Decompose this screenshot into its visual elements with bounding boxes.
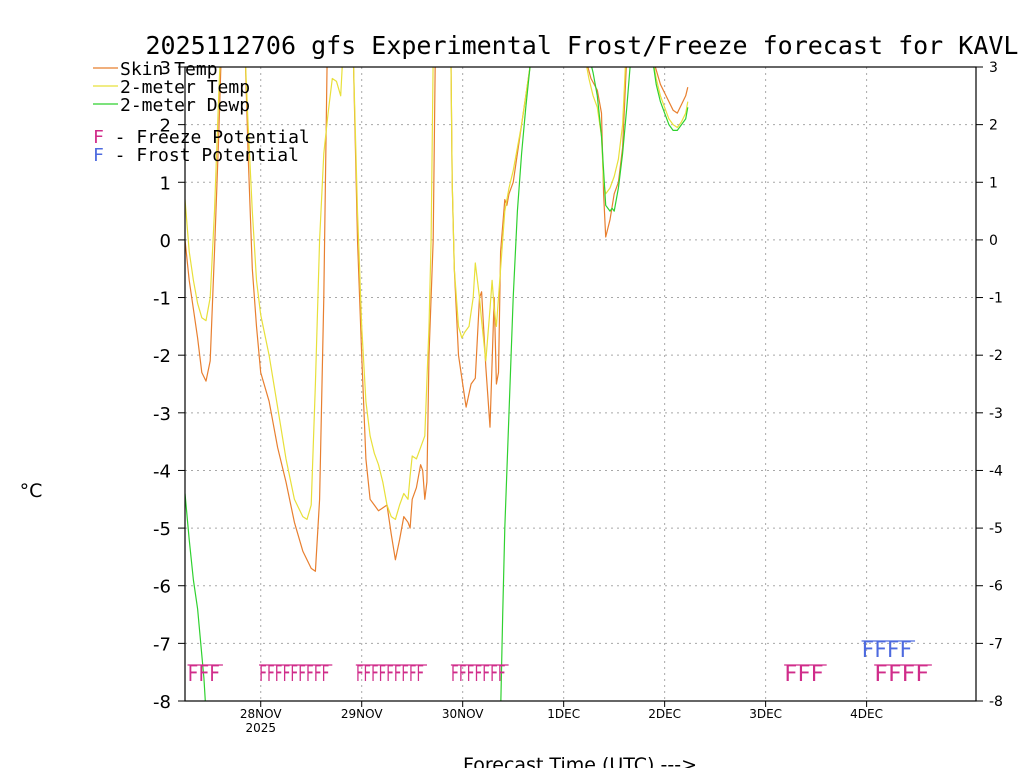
plot-frame [184,66,977,702]
y-tick-label-left: 2 [160,116,171,137]
x-tick-label: 1DEC [547,707,580,721]
y-tick-label-right: -1 [989,291,1003,307]
freeze-marker: FFFFFFFFF [356,662,424,687]
freeze-marker: FFFF [874,662,929,687]
series-lines [185,67,689,701]
y-tick-label-left: -8 [153,692,171,713]
y-axis-ticks: -8 -8 -7 -7 -6 -6 -5 -5 -4 -4 -3 -3 -2 -2 -1 -1 0 0 1 1 2 2 3 3 [153,58,1003,713]
chart-title: 2025112706 gfs Experimental Frost/Freeze… [146,31,1019,60]
y-tick-label-right: 0 [989,233,998,249]
y-axis-label: °C [20,480,43,502]
y-tick-label-right: 1 [989,175,998,191]
freeze-marker: FFF [784,662,824,687]
y-tick-label-left: 3 [160,58,171,79]
legend-label: F - Freeze Potential [93,127,310,148]
x-tick-label: 2DEC [648,707,681,721]
y-tick-label-right: -3 [989,406,1003,422]
y-tick-label-left: -1 [153,289,171,310]
legend-letter: F [93,127,104,148]
freeze-marker: FFFFFFF [451,662,506,687]
x-tick-label: 30NOV [442,707,484,721]
x-tick-sublabel: 2025 [245,721,276,735]
y-tick-label-left: -7 [153,634,171,655]
x-tick-label: 28NOV [240,707,282,721]
freeze-marker: FFFFFFFFF [259,662,329,687]
y-tick-label-right: 2 [989,118,998,134]
y-tick-label-right: -7 [989,636,1003,652]
legend-label: Skin Temp [120,59,218,80]
freeze-marker: FFF [188,662,220,687]
y-tick-label-right: -8 [989,694,1003,710]
gridlines [185,67,976,701]
y-tick-label-left: -4 [153,461,171,482]
y-tick-label-left: -3 [153,404,171,425]
series-line-2-meter-dewp [185,67,689,701]
y-tick-label-left: -6 [153,577,171,598]
y-tick-label-left: -2 [153,346,171,367]
x-axis-label: Forecast Time (UTC) ---> [463,754,697,768]
y-tick-label-left: -5 [153,519,171,540]
y-tick-label-right: -6 [989,579,1003,595]
y-tick-label-right: 3 [989,60,998,76]
legend-letter: F [93,145,104,166]
y-tick-label-right: -5 [989,521,1003,537]
y-tick-label-left: 0 [160,231,171,252]
legend-label: 2-meter Dewp [120,95,250,116]
y-tick-label-left: 1 [160,173,171,194]
frost-freeze-markers: FFF FFFFFFFFF FFFFFFFFF FFFFFFF FFF FFFFFFFF [187,638,932,687]
x-tick-label: 4DEC [850,707,883,721]
y-tick-label-right: -2 [989,348,1003,364]
legend-label: 2-meter Temp [120,77,250,98]
frost-marker: FFFF [862,638,913,663]
series-line-skin-temp [185,67,689,572]
legend-label: F - Frost Potential [93,145,299,166]
x-tick-label: 3DEC [749,707,782,721]
y-tick-label-right: -4 [989,463,1003,479]
x-tick-label: 29NOV [341,707,383,721]
